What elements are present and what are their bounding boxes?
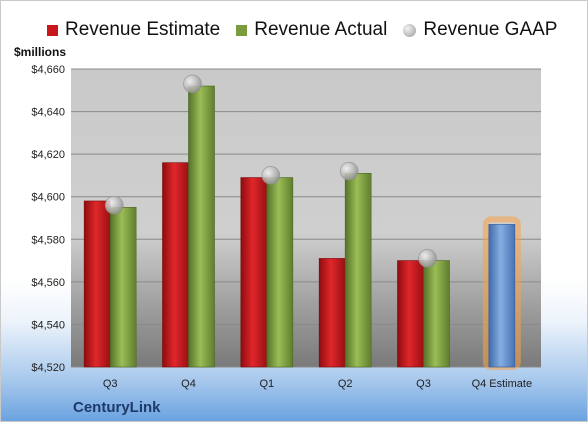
marker-revenue-gaap [183,74,202,94]
y-tick-label: $4,660 [31,64,65,76]
y-axis-ticks: $4,520 $4,540 $4,560 $4,580 $4,600 $4,620 $4,6… [31,64,65,374]
bar-revenue-estimate [318,258,346,368]
company-name: CenturyLink [73,399,161,416]
gridlines [71,68,541,368]
legend-item-revenue-estimate: Revenue Estimate [47,19,220,41]
legend-item-revenue-actual: Revenue Actual [236,19,387,41]
y-tick-label: $4,640 [31,107,65,119]
plot-area [71,69,541,367]
bar-revenue-estimate [240,177,268,368]
y-axis-unit-label: $millions [14,45,67,59]
x-tick-label: Q1 [259,378,274,390]
y-tick-label: $4,540 [31,319,65,331]
revenue-gaap-circle-icon [403,23,417,37]
revenue-actual-swatch-icon [236,24,248,36]
bar-q4-estimate [488,224,516,368]
legend-label: Revenue Estimate [65,19,221,40]
x-tick-label: Q3 [103,378,118,390]
bar-revenue-estimate [83,200,111,368]
legend: Revenue Estimate Revenue Actual Revenue … [47,17,573,43]
bar-revenue-actual [188,85,215,368]
x-tick-label: Q3 [416,378,431,390]
marker-revenue-gaap [339,161,359,181]
x-tick-label: Q4 [181,378,196,390]
marker-revenue-gaap [418,249,437,268]
gaap-markers [104,74,437,268]
bar-revenue-estimate [397,260,424,368]
revenue-estimate-swatch-icon [47,24,58,36]
marker-revenue-gaap [261,166,281,185]
x-tick-label: Q2 [338,378,353,390]
legend-label: Revenue GAAP [423,19,558,40]
legend-label: Revenue Actual [254,19,388,40]
y-tick-label: $4,600 [31,192,65,204]
x-axis-ticks: Q3 Q4 Q1 Q2 Q3 Q4 Estimate [103,378,532,390]
y-tick-label: $4,620 [31,149,65,161]
x-tick-label: Q4 Estimate [472,378,533,390]
bar-revenue-actual [266,177,294,368]
bar-chart: $4,520 $4,540 $4,560 $4,580 $4,600 $4,620 $4,6… [31,64,541,390]
marker-revenue-gaap [104,195,124,215]
y-tick-label: $4,560 [31,277,65,289]
bar-revenue-actual [423,260,450,368]
bar-revenue-actual [109,207,137,368]
legend-item-revenue-gaap: Revenue GAAP [403,19,557,41]
y-tick-label: $4,580 [31,234,65,246]
bar-revenue-actual [344,173,372,368]
y-tick-label: $4,520 [31,362,65,374]
bars [83,85,521,370]
bar-revenue-estimate [162,162,189,368]
